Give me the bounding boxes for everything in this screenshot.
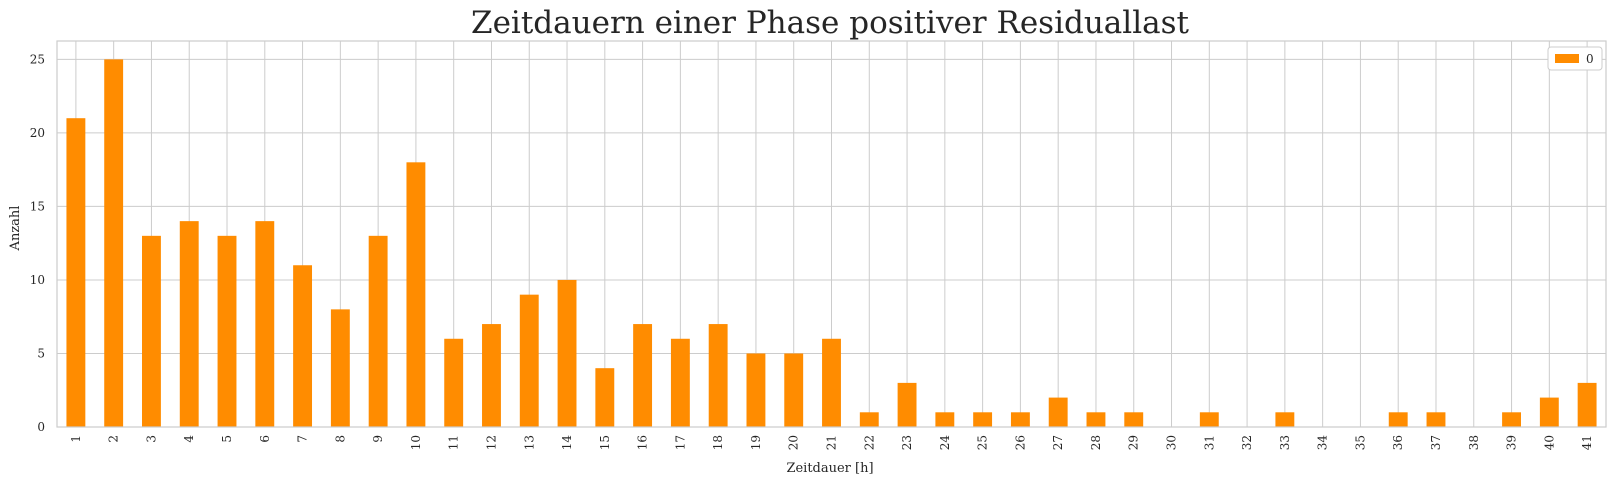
x-tick-label: 3: [144, 435, 158, 443]
bar: [822, 338, 841, 427]
x-tick-label: 6: [258, 435, 272, 443]
x-tick-label: 38: [1467, 435, 1481, 450]
y-tick-labels: 0 5 10 15 20 25: [30, 52, 45, 434]
bar: [557, 279, 577, 427]
bar: [179, 221, 199, 427]
x-tick-label: 22: [862, 435, 876, 450]
x-tick-label: 12: [484, 435, 498, 450]
bar: [1502, 412, 1521, 427]
bar: [1388, 412, 1408, 427]
bar: [595, 368, 615, 427]
x-tick-label: 29: [1127, 435, 1141, 450]
x-tick-label: 25: [976, 435, 990, 450]
bar: [66, 118, 86, 427]
x-tick-label: 27: [1051, 435, 1065, 450]
chart-title: Zeitdauern einer Phase positiver Residua…: [471, 5, 1189, 41]
x-tick-label: 24: [938, 435, 952, 451]
x-tick-label: 4: [182, 435, 196, 443]
x-tick-label: 11: [447, 435, 461, 450]
x-tick-label: 10: [409, 435, 423, 450]
x-tick-label: 5: [220, 435, 234, 443]
x-tick-label: 21: [825, 435, 839, 450]
x-tick-label: 35: [1353, 435, 1367, 450]
bar: [482, 324, 501, 427]
x-tick-label: 1: [69, 435, 83, 443]
x-tick-label: 16: [636, 435, 650, 450]
legend-swatch: [1555, 54, 1579, 63]
bar: [1577, 382, 1597, 427]
bar: [255, 221, 275, 427]
x-tick-label: 28: [1089, 435, 1103, 450]
bar: [1048, 397, 1068, 427]
bars: [66, 59, 1597, 428]
bar: [784, 353, 804, 427]
bar: [1539, 397, 1559, 427]
x-tick-label: 2: [107, 435, 121, 443]
x-tick-label: 40: [1542, 435, 1556, 450]
x-tick-label: 7: [296, 435, 310, 443]
bar: [104, 59, 124, 427]
x-tick-label: 33: [1278, 435, 1292, 450]
bar: [859, 412, 879, 427]
x-tick-label: 41: [1580, 435, 1594, 450]
bar: [519, 294, 539, 427]
x-tick-label: 32: [1240, 435, 1254, 450]
y-tick-label: 20: [30, 126, 45, 140]
bar: [368, 235, 388, 427]
x-tick-label: 17: [673, 435, 687, 450]
x-tick-label: 8: [333, 435, 347, 443]
bar: [1086, 412, 1106, 427]
bar: [897, 382, 917, 427]
x-tick-label: 14: [560, 435, 574, 451]
x-tick-label: 9: [371, 435, 385, 443]
x-tick-label: 26: [1013, 435, 1027, 450]
x-tick-label: 19: [749, 435, 763, 450]
x-tick-label: 13: [522, 435, 536, 450]
x-tick-label: 39: [1505, 435, 1519, 450]
bar: [1199, 412, 1219, 427]
bar: [217, 235, 237, 427]
x-tick-label: 20: [787, 435, 801, 450]
plot-frame: [56, 40, 1607, 428]
x-tick-label: 15: [598, 435, 612, 450]
bar: [406, 162, 426, 428]
bar: [973, 412, 993, 427]
x-tick-label: 18: [711, 435, 725, 450]
legend: 0: [1547, 46, 1603, 71]
x-axis-label: Zeitdauer [h]: [786, 461, 873, 476]
x-tick-labels: 1 2 3 4 5 6 7 8 9 10 11 12 13 14 15 16 17 18 19 20 21 22 23 24 2…: [69, 435, 1594, 451]
y-tick-label: 15: [30, 199, 45, 213]
bar: [633, 324, 653, 427]
y-tick-label: 10: [30, 273, 45, 287]
x-tick-label: 30: [1165, 435, 1179, 450]
x-tick-label: 37: [1429, 435, 1443, 450]
bar: [670, 338, 690, 427]
bar: [1426, 412, 1446, 427]
bar: [1010, 412, 1030, 427]
bar: [935, 412, 955, 427]
plot-border: [56, 40, 1607, 428]
y-tick-label: 5: [37, 346, 45, 360]
legend-label: 0: [1586, 52, 1594, 66]
bar: [1124, 412, 1144, 427]
bar: [293, 265, 313, 427]
x-tick-label: 31: [1202, 435, 1216, 450]
x-tick-label: 36: [1391, 435, 1405, 450]
x-tick-label: 34: [1316, 435, 1330, 451]
bar: [444, 338, 464, 427]
bar: [708, 324, 728, 427]
bar: [746, 353, 766, 427]
y-tick-label: 0: [37, 420, 45, 434]
y-tick-label: 25: [30, 52, 45, 66]
x-tick-label: 23: [900, 435, 914, 450]
bar: [330, 309, 350, 427]
y-axis-label: Anzahl: [8, 206, 23, 252]
bar: [142, 235, 161, 427]
bar: [1275, 412, 1295, 427]
